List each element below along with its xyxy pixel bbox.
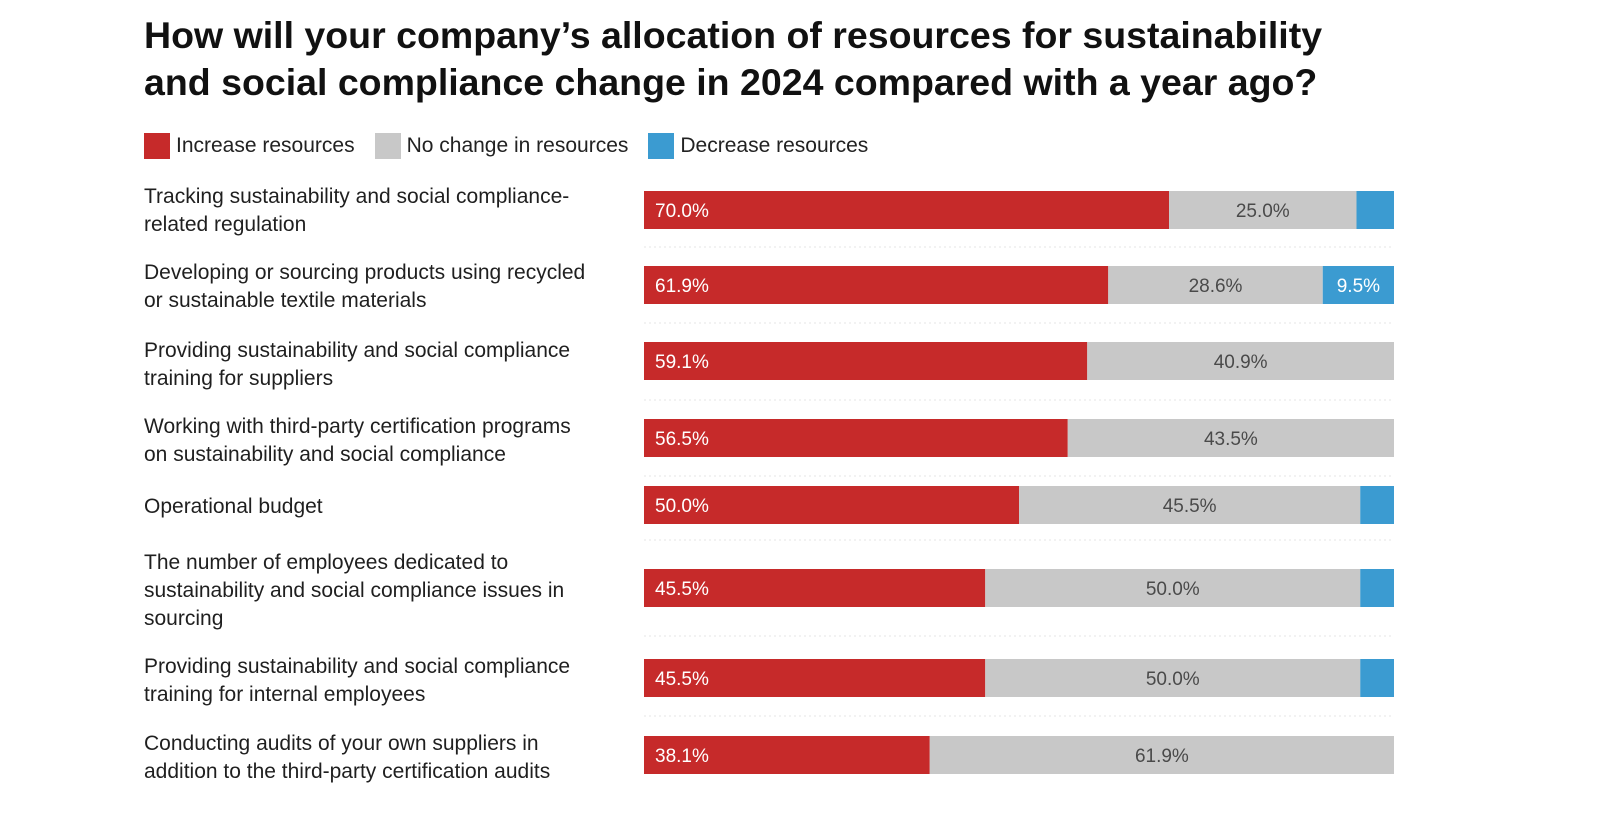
bar-segment-6-series-1 [644, 569, 986, 607]
category-label-4-line-2: on sustainability and social compliance [144, 443, 506, 466]
bar-segment-5-series-1 [644, 486, 1019, 524]
category-label-4-line-1: Working with third-party certification p… [144, 415, 571, 438]
bar-segment-6-series-2 [985, 569, 1361, 607]
legend-label-increase: Increase resources [176, 134, 355, 157]
category-label-3-line-2: training for suppliers [144, 367, 333, 390]
data-label-6-series-2: 50.0% [1146, 579, 1200, 600]
legend-swatch-decrease [648, 133, 675, 159]
bar-segment-4-series-1 [644, 419, 1068, 457]
bar-segment-7-series-3 [1360, 659, 1394, 697]
data-label-3-series-1: 59.1% [655, 352, 709, 373]
bar-segment-8-series-1 [644, 736, 930, 774]
bar-segment-3-series-1 [644, 342, 1088, 380]
data-label-1-series-1: 70.0% [655, 201, 709, 222]
data-label-7-series-2: 50.0% [1146, 669, 1200, 690]
category-label-1-line-2: related regulation [144, 213, 306, 236]
bar-segment-3-series-2 [1087, 342, 1394, 380]
bar-segment-7-series-2 [985, 659, 1361, 697]
data-label-1-series-2: 25.0% [1236, 201, 1290, 222]
data-label-5-series-2: 45.5% [1163, 496, 1217, 517]
legend-item-decrease: Decrease resources [648, 133, 868, 159]
legend-swatch-increase [144, 133, 170, 159]
legend-label-no-change: No change in resources [406, 134, 629, 157]
category-label-2-line-1: Developing or sourcing products using re… [144, 261, 585, 284]
category-label-5-line-1: Operational budget [144, 495, 323, 518]
data-label-3-series-2: 40.9% [1214, 352, 1268, 373]
category-label-7-line-1: Providing sustainability and social comp… [144, 655, 570, 678]
category-label-7-line-2: training for internal employees [144, 683, 425, 706]
bar-segment-1-series-1 [644, 191, 1169, 229]
bar-segment-8-series-2 [929, 736, 1394, 774]
data-label-2-series-1: 61.9% [655, 276, 709, 297]
data-label-8-series-1: 38.1% [655, 746, 709, 767]
data-label-7-series-1: 45.5% [655, 669, 709, 690]
category-label-3-line-1: Providing sustainability and social comp… [144, 339, 570, 362]
legend-item-increase: Increase resources [144, 133, 355, 159]
bar-segment-5-series-3 [1360, 486, 1394, 524]
data-label-2-series-3: 9.5% [1337, 276, 1380, 297]
data-label-4-series-2: 43.5% [1204, 429, 1258, 450]
chart-legend: Increase resources No change in resource… [144, 131, 888, 161]
category-label-8-line-1: Conducting audits of your own suppliers … [144, 732, 539, 755]
bar-segment-2-series-2 [1108, 266, 1323, 304]
bar-segment-6-series-3 [1360, 569, 1394, 607]
bar-segment-5-series-2 [1019, 486, 1361, 524]
category-label-2-line-2: or sustainable textile materials [144, 289, 426, 312]
bar-segment-7-series-1 [644, 659, 986, 697]
data-label-4-series-1: 56.5% [655, 429, 709, 450]
category-label-6-line-1: The number of employees dedicated to [144, 551, 508, 574]
category-label-1-line-1: Tracking sustainability and social compl… [144, 185, 569, 208]
bar-segment-1-series-3 [1356, 191, 1394, 229]
bar-segment-2-series-3 [1322, 266, 1394, 304]
data-label-8-series-2: 61.9% [1135, 746, 1189, 767]
data-label-6-series-1: 45.5% [655, 579, 709, 600]
bar-segment-2-series-1 [644, 266, 1109, 304]
chart-title-line-2: and social compliance change in 2024 com… [144, 61, 1318, 103]
legend-swatch-no-change [374, 133, 401, 159]
bar-segment-1-series-2 [1169, 191, 1357, 229]
category-label-6-line-2: sustainability and social compliance iss… [144, 579, 564, 602]
category-label-6-line-3: sourcing [144, 607, 223, 630]
data-label-5-series-1: 50.0% [655, 496, 709, 517]
chart-title-line-1: How will your company’s allocation of re… [144, 14, 1323, 56]
legend-item-no-change: No change in resources [374, 133, 629, 159]
legend-label-decrease: Decrease resources [680, 134, 869, 157]
chart-title: How will your company’s allocation of re… [144, 12, 1544, 106]
bar-segment-4-series-2 [1067, 419, 1394, 457]
category-label-8-line-2: addition to the third-party certificatio… [144, 760, 550, 783]
data-label-2-series-2: 28.6% [1189, 276, 1243, 297]
